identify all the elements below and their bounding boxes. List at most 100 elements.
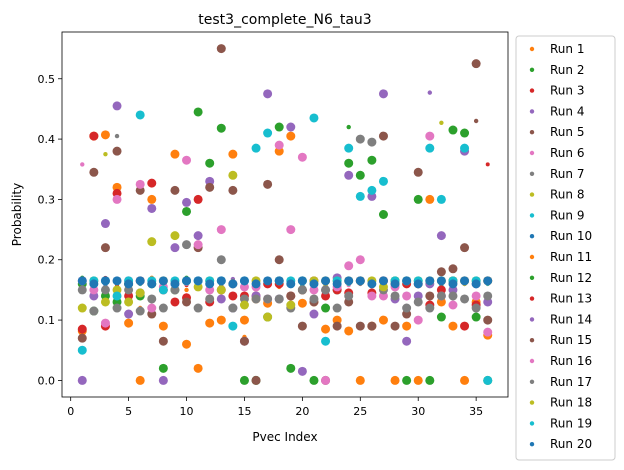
data-point — [460, 143, 470, 153]
data-point — [390, 291, 400, 301]
plot-frame — [62, 32, 508, 397]
data-point — [205, 294, 215, 304]
legend-marker — [529, 46, 535, 52]
legend-marker — [529, 338, 535, 343]
data-point — [77, 375, 87, 385]
data-point — [158, 321, 168, 331]
legend-marker — [529, 150, 535, 156]
data-point — [89, 306, 99, 316]
data-point — [158, 303, 168, 313]
legend-marker — [529, 213, 535, 218]
data-point — [390, 279, 400, 289]
legend-label: Run 5 — [550, 125, 584, 139]
legend-label: Run 8 — [550, 188, 584, 202]
data-point — [263, 312, 273, 322]
data-point — [170, 185, 180, 195]
data-point — [100, 219, 110, 229]
data-point — [367, 155, 377, 165]
data-point — [460, 321, 470, 331]
legend-label: Run 17 — [550, 375, 592, 389]
legend-label: Run 13 — [550, 292, 592, 306]
data-point — [135, 110, 145, 120]
legend-item: Run 13 — [529, 292, 592, 306]
data-point — [378, 276, 388, 286]
data-point — [425, 303, 435, 313]
data-point — [147, 279, 157, 289]
data-point — [460, 294, 470, 304]
y-tick-label: 0.2 — [38, 254, 56, 267]
data-point — [77, 324, 87, 334]
data-point — [309, 279, 319, 289]
data-point — [367, 137, 377, 147]
data-point — [135, 276, 145, 286]
data-point — [228, 279, 238, 289]
data-point — [147, 303, 157, 313]
legend-item: Run 5 — [529, 125, 584, 139]
data-point — [402, 375, 412, 385]
data-point — [471, 303, 481, 313]
data-point — [112, 303, 122, 313]
legend-item: Run 11 — [529, 250, 592, 264]
data-point — [355, 134, 365, 144]
data-point — [344, 170, 354, 180]
data-point — [170, 297, 180, 307]
legend-item: Run 16 — [529, 354, 592, 368]
data-point — [251, 375, 261, 385]
data-point — [205, 279, 215, 289]
legend-item: Run 7 — [529, 167, 584, 181]
legend-marker — [529, 88, 535, 93]
data-point — [485, 162, 490, 167]
data-point — [309, 113, 319, 123]
data-point — [251, 143, 261, 153]
data-point — [103, 151, 108, 157]
x-tick-label: 35 — [469, 405, 483, 418]
data-point — [483, 327, 493, 337]
data-point — [274, 122, 284, 132]
legend-item: Run 6 — [529, 146, 584, 160]
x-axis: 0 5 10 15 20 25 30 35 — [67, 397, 483, 418]
legend-marker — [529, 358, 535, 364]
legend-label: Run 12 — [550, 271, 592, 285]
data-point — [158, 336, 168, 346]
legend-item: Run 12 — [529, 271, 592, 285]
legend-label: Run 19 — [550, 416, 592, 430]
y-tick-label: 0.4 — [38, 133, 56, 146]
data-point — [216, 255, 226, 265]
data-point — [80, 162, 85, 167]
legend-label: Run 6 — [550, 146, 584, 160]
data-point — [205, 182, 215, 192]
data-point — [77, 345, 87, 355]
data-point — [297, 152, 307, 162]
data-point — [100, 318, 110, 328]
x-tick-label: 20 — [295, 405, 309, 418]
legend-marker — [529, 296, 535, 301]
y-tick-label: 0.3 — [38, 193, 56, 206]
data-point — [263, 89, 273, 99]
legend-item: Run 4 — [529, 104, 584, 118]
data-point — [471, 59, 481, 69]
data-point — [170, 279, 180, 289]
data-point — [205, 158, 215, 168]
data-point — [263, 294, 273, 304]
data-point — [286, 122, 296, 132]
data-point — [239, 336, 249, 346]
data-point — [193, 240, 203, 250]
data-point — [321, 276, 331, 286]
plot-area — [61, 31, 509, 398]
data-point — [114, 133, 120, 139]
legend-label: Run 18 — [550, 396, 592, 410]
data-point — [100, 297, 110, 307]
data-point — [344, 261, 354, 271]
data-point — [332, 303, 342, 313]
x-tick-label: 5 — [125, 405, 132, 418]
data-point — [344, 143, 354, 153]
data-point — [355, 170, 365, 180]
series-20 — [77, 276, 493, 289]
data-point — [332, 321, 342, 331]
data-point — [436, 194, 446, 204]
data-point — [321, 285, 331, 295]
legend-label: Run 4 — [550, 104, 584, 118]
data-point — [297, 366, 307, 376]
legend-marker — [529, 275, 535, 280]
data-point — [158, 363, 168, 373]
